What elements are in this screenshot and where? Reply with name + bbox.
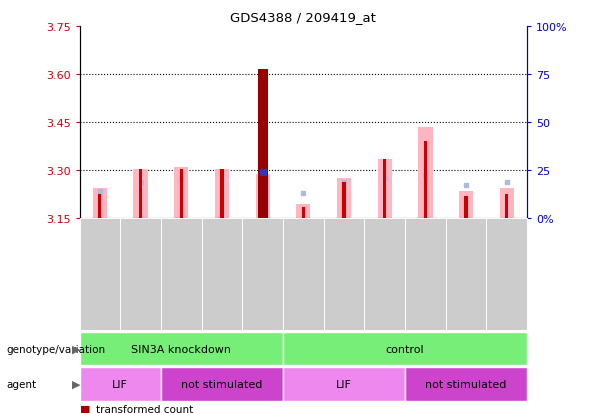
Bar bbox=[257, 70, 268, 219]
Bar bbox=[505, 195, 508, 219]
Bar bbox=[383, 160, 386, 219]
Text: ▶: ▶ bbox=[72, 344, 80, 354]
Bar bbox=[296, 204, 310, 219]
Text: agent: agent bbox=[6, 379, 36, 389]
Text: not stimulated: not stimulated bbox=[425, 379, 507, 389]
Text: control: control bbox=[386, 344, 425, 354]
Text: transformed count: transformed count bbox=[96, 404, 193, 413]
Bar bbox=[378, 160, 392, 219]
Bar bbox=[499, 188, 514, 219]
Bar bbox=[215, 169, 229, 219]
Text: ■: ■ bbox=[80, 404, 90, 413]
Bar bbox=[459, 192, 473, 219]
Text: genotype/variation: genotype/variation bbox=[6, 344, 105, 354]
Bar bbox=[92, 188, 107, 219]
Bar bbox=[342, 182, 346, 219]
Bar bbox=[337, 179, 351, 219]
Title: GDS4388 / 209419_at: GDS4388 / 209419_at bbox=[230, 11, 376, 24]
Text: LIF: LIF bbox=[336, 379, 352, 389]
Bar bbox=[418, 128, 432, 219]
Bar bbox=[134, 169, 148, 219]
Bar bbox=[139, 169, 142, 219]
Bar bbox=[180, 169, 183, 219]
Bar bbox=[465, 197, 468, 219]
Bar bbox=[174, 168, 188, 219]
Bar bbox=[98, 195, 101, 219]
Bar bbox=[424, 142, 427, 219]
Bar bbox=[302, 208, 305, 219]
Text: SIN3A knockdown: SIN3A knockdown bbox=[131, 344, 231, 354]
Bar bbox=[256, 174, 270, 219]
Text: ▶: ▶ bbox=[72, 379, 80, 389]
Text: LIF: LIF bbox=[112, 379, 128, 389]
Bar bbox=[220, 169, 224, 219]
Text: not stimulated: not stimulated bbox=[181, 379, 263, 389]
